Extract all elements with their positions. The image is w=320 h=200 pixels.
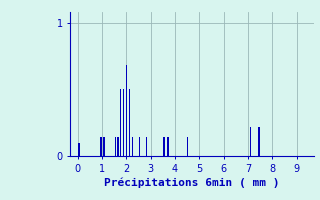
Bar	[123, 89, 124, 156]
Bar	[126, 65, 127, 156]
Bar	[250, 127, 251, 156]
Bar	[117, 137, 118, 156]
X-axis label: Précipitations 6min ( mm ): Précipitations 6min ( mm )	[104, 178, 280, 188]
Bar	[258, 127, 260, 156]
Bar	[187, 137, 188, 156]
Bar	[163, 137, 165, 156]
Bar	[146, 137, 147, 156]
Bar	[132, 137, 133, 156]
Bar	[139, 137, 140, 156]
Bar	[100, 137, 101, 156]
Bar	[167, 137, 169, 156]
Bar	[129, 89, 130, 156]
Bar	[120, 89, 121, 156]
Bar	[103, 137, 105, 156]
Bar	[78, 143, 80, 156]
Bar	[115, 137, 116, 156]
